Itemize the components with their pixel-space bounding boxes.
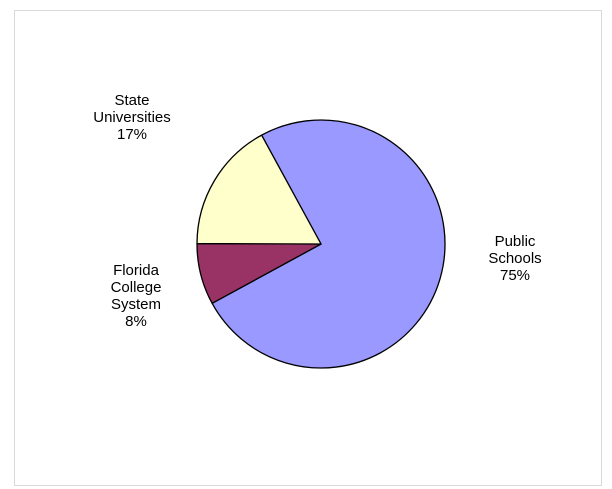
label-line: System: [110, 296, 161, 313]
slice-public-schools: [211, 119, 446, 369]
label-value: 17%: [116, 126, 148, 143]
label-line: Universities: [93, 109, 171, 126]
pie-slices: [196, 119, 446, 369]
label-value: 75%: [499, 267, 531, 284]
label-line: Public: [494, 233, 536, 250]
label-value: 8%: [125, 313, 147, 330]
label-state-universities: State Universities 17%: [72, 92, 192, 143]
label-line: Schools: [488, 250, 542, 267]
label-line: State: [114, 92, 150, 109]
label-line: College: [110, 279, 162, 296]
label-florida-college-system: Florida College System 8%: [76, 262, 196, 330]
label-line: Florida: [113, 262, 159, 279]
label-public-schools: Public Schools 75%: [455, 233, 575, 284]
slice-state-universities: [196, 134, 322, 245]
